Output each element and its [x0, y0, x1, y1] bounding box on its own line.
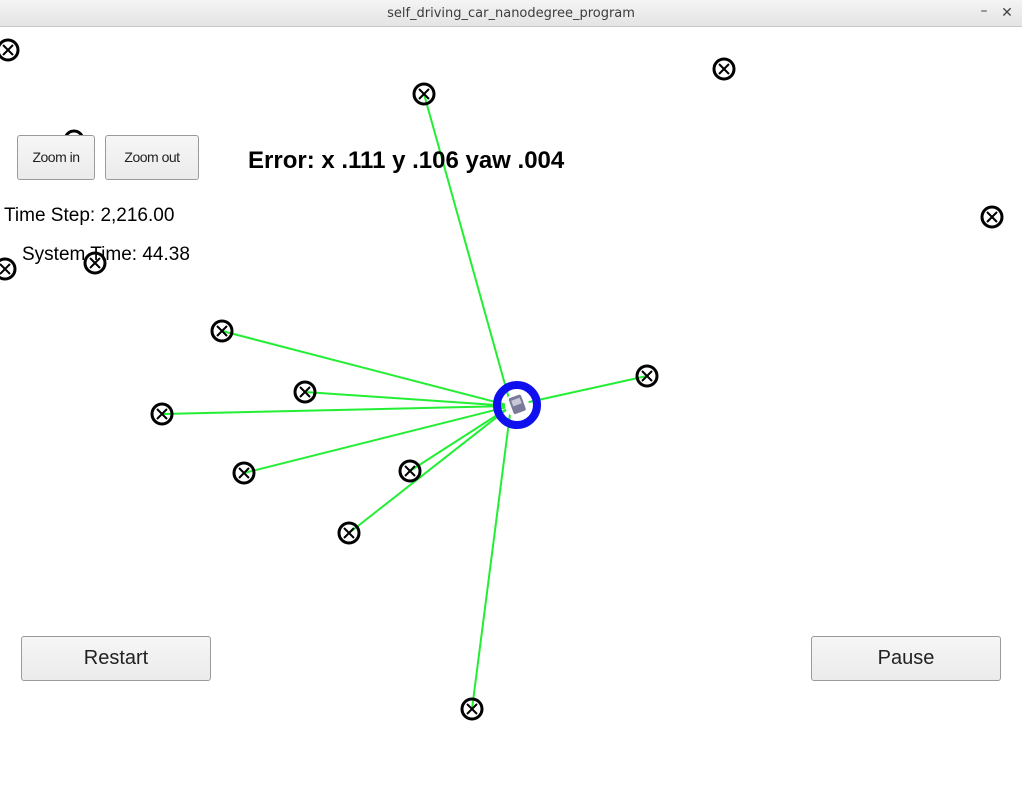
observation-line	[243, 405, 512, 474]
observation-line	[423, 93, 512, 407]
observation-line	[304, 391, 512, 407]
landmark-marker	[210, 319, 234, 343]
pause-button[interactable]: Pause	[811, 636, 1001, 681]
window-title: self_driving_car_nanodegree_program	[387, 6, 635, 21]
title-bar: self_driving_car_nanodegree_program – ✕	[0, 0, 1022, 27]
minimize-icon[interactable]: –	[980, 3, 988, 19]
landmark-marker	[0, 257, 17, 281]
landmark-marker	[635, 364, 659, 388]
close-icon[interactable]: ✕	[1001, 5, 1013, 21]
zoom-in-button[interactable]: Zoom in	[17, 135, 95, 180]
landmark-marker	[232, 461, 256, 485]
landmark-marker	[398, 459, 422, 483]
landmark-marker	[150, 402, 174, 426]
zoom-out-button[interactable]: Zoom out	[105, 135, 199, 180]
observation-line	[510, 375, 648, 407]
simulation-canvas[interactable]: Zoom in Zoom out Error: x .111 y .106 ya…	[0, 27, 1022, 789]
error-readout: Error: x .111 y .106 yaw .004	[248, 147, 565, 174]
observation-line	[221, 330, 512, 407]
observation-line	[471, 405, 512, 710]
landmark-marker	[980, 205, 1004, 229]
observation-line	[348, 405, 512, 534]
landmark-marker	[712, 57, 736, 81]
landmark-marker	[293, 380, 317, 404]
observation-line	[161, 405, 512, 415]
landmark-marker	[337, 521, 361, 545]
observation-lines	[161, 93, 648, 710]
landmark-marker	[0, 38, 20, 62]
time-step-readout: Time Step: 2,216.00	[4, 205, 175, 226]
landmark-marker	[412, 82, 436, 106]
observation-line	[409, 405, 512, 472]
system-time-readout: System Time: 44.38	[22, 244, 190, 265]
vehicle-marker	[493, 381, 541, 429]
landmark-marker	[460, 697, 484, 721]
restart-button[interactable]: Restart	[21, 636, 211, 681]
